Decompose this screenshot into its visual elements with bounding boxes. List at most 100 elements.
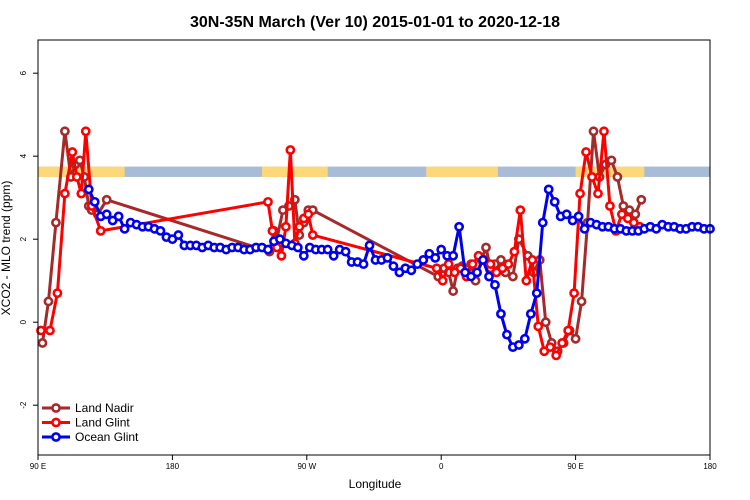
data-point xyxy=(630,209,641,220)
x-tick-label: 180 xyxy=(703,462,717,471)
data-point xyxy=(484,271,494,282)
land-band-segment-2 xyxy=(426,166,498,177)
data-point xyxy=(364,240,375,251)
data-point xyxy=(382,252,393,263)
data-point xyxy=(573,211,584,222)
data-point xyxy=(43,296,54,307)
land-band-segment-0 xyxy=(38,166,125,177)
legend-swatch-point xyxy=(51,403,61,413)
data-point xyxy=(563,325,574,336)
x-axis-label: Longitude xyxy=(349,477,402,491)
data-point xyxy=(519,333,530,344)
data-point xyxy=(448,250,459,261)
data-point xyxy=(358,259,369,269)
land-ocean-band xyxy=(38,166,710,177)
land-band-segment-1 xyxy=(262,166,328,177)
y-tick-label: 2 xyxy=(19,236,28,241)
data-point xyxy=(525,308,536,319)
data-point xyxy=(606,155,617,166)
data-point xyxy=(531,288,542,299)
data-point xyxy=(95,225,106,236)
data-point xyxy=(437,275,448,286)
series-layer xyxy=(36,126,715,361)
data-point xyxy=(280,221,291,232)
data-point xyxy=(113,211,124,222)
data-point xyxy=(569,288,580,299)
data-point xyxy=(540,317,551,328)
data-point xyxy=(515,205,526,216)
y-tick-label: 6 xyxy=(19,70,28,75)
data-point xyxy=(551,350,562,361)
data-point xyxy=(503,259,514,269)
data-point xyxy=(37,338,48,348)
series-0 xyxy=(37,126,647,357)
data-point xyxy=(509,246,520,257)
data-point xyxy=(59,126,70,137)
data-point xyxy=(545,342,556,352)
data-point xyxy=(406,265,417,276)
data-point xyxy=(448,286,459,296)
data-point xyxy=(267,225,278,236)
data-point xyxy=(430,252,441,263)
data-point xyxy=(443,259,454,269)
data-point xyxy=(507,271,518,282)
y-axis-label: XCO2 - MLO trend (ppm) xyxy=(0,181,13,316)
data-point xyxy=(76,188,87,199)
data-point xyxy=(490,279,500,290)
data-point xyxy=(431,263,442,274)
data-point xyxy=(276,250,287,261)
y-tick-label: 4 xyxy=(19,153,28,158)
data-point xyxy=(101,209,112,220)
data-point xyxy=(496,308,506,319)
data-point xyxy=(418,255,429,265)
plot-frame xyxy=(37,39,711,456)
data-point xyxy=(340,246,351,257)
data-point xyxy=(80,126,91,137)
data-point xyxy=(587,172,597,182)
data-point xyxy=(576,296,587,307)
data-point xyxy=(71,172,82,182)
x-tick-label: 90 E xyxy=(567,462,583,471)
x-tick-label: 90 E xyxy=(30,462,46,471)
y-tick-label: 0 xyxy=(19,319,28,324)
chart-title: 30N-35N March (Ver 10) 2015-01-01 to 202… xyxy=(190,14,560,31)
data-point xyxy=(636,194,647,205)
data-point xyxy=(481,242,491,253)
data-point xyxy=(45,325,55,336)
data-point xyxy=(328,250,339,261)
land-band-segment-3 xyxy=(575,166,645,177)
legend-label: Land Nadir xyxy=(75,401,134,415)
data-point xyxy=(581,147,591,157)
data-point xyxy=(521,275,532,286)
data-point xyxy=(263,244,273,255)
legend-label: Ocean Glint xyxy=(75,430,139,444)
data-point xyxy=(502,329,512,340)
series-1 xyxy=(36,126,645,361)
data-point xyxy=(59,188,70,199)
data-point xyxy=(513,340,524,350)
data-point xyxy=(436,244,447,255)
data-point xyxy=(67,147,78,157)
data-point xyxy=(588,126,599,137)
data-point xyxy=(36,325,46,336)
data-point xyxy=(543,184,554,195)
data-point xyxy=(298,250,309,261)
data-point xyxy=(322,244,333,255)
ocean-band xyxy=(38,166,710,177)
data-point xyxy=(570,333,581,344)
data-point xyxy=(533,321,544,332)
series-2 xyxy=(83,184,715,352)
data-point xyxy=(537,217,548,228)
x-tick-label: 90 W xyxy=(297,462,316,471)
legend-label: Land Glint xyxy=(75,416,130,430)
data-point xyxy=(527,255,538,265)
data-point xyxy=(593,188,603,199)
data-point xyxy=(561,209,572,220)
data-point xyxy=(605,201,615,211)
data-point xyxy=(388,261,399,272)
data-point xyxy=(575,188,585,199)
axes: 90 E 180 90 W 0 90 E 180 -2 0 2 4 6 xyxy=(19,70,717,471)
data-point xyxy=(467,259,478,269)
